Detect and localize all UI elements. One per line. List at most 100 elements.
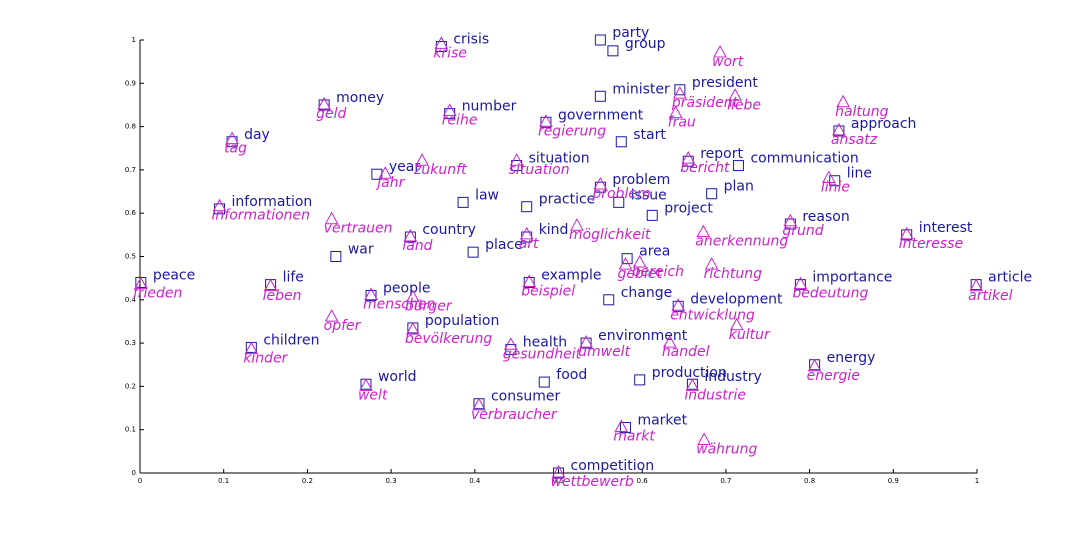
square-marker xyxy=(603,294,615,306)
square-marker xyxy=(706,188,718,200)
german-label: zukunft xyxy=(413,162,467,178)
triangle-marker xyxy=(522,274,537,287)
square-marker xyxy=(613,196,625,208)
english-label: start xyxy=(633,127,666,143)
triangle-marker xyxy=(728,88,742,101)
triangle-marker xyxy=(671,298,686,311)
triangle-marker xyxy=(822,170,836,184)
triangle-marker xyxy=(673,86,687,99)
triangle-marker xyxy=(729,317,744,331)
x-tick-label: 0.9 xyxy=(888,477,899,485)
german-label: welt xyxy=(358,387,388,403)
triangle-marker xyxy=(685,378,700,391)
y-tick-label: 0.5 xyxy=(125,253,136,261)
german-label: gesundheit xyxy=(503,346,582,362)
english-label: population xyxy=(425,313,500,329)
triangle-marker xyxy=(403,228,418,242)
german-label: land xyxy=(402,238,432,254)
english-label: article xyxy=(988,270,1032,286)
triangle-marker xyxy=(713,44,727,58)
triangle-marker xyxy=(697,432,711,446)
german-label: möglichkeit xyxy=(569,227,651,243)
x-tick-label: 0.2 xyxy=(302,477,313,485)
english-label: issue xyxy=(631,187,667,203)
english-label: kind xyxy=(539,222,569,238)
square-marker xyxy=(540,116,552,128)
german-label: entwicklung xyxy=(670,307,755,323)
german-label: währung xyxy=(696,442,757,458)
german-label: frau xyxy=(668,115,696,131)
german-label: richtung xyxy=(704,266,762,282)
triangle-marker xyxy=(324,309,339,322)
english-label: law xyxy=(475,187,499,203)
english-label: production xyxy=(652,365,727,381)
square-marker xyxy=(621,253,633,265)
german-label: tag xyxy=(224,141,247,157)
german-label: anerkennung xyxy=(695,234,788,250)
english-label: crisis xyxy=(453,31,489,47)
english-label: market xyxy=(637,413,687,429)
german-label: artikel xyxy=(968,288,1012,304)
triangle-marker xyxy=(551,464,566,478)
english-label: situation xyxy=(529,151,590,167)
english-label: information xyxy=(232,194,313,210)
triangle-marker xyxy=(668,105,683,119)
square-marker xyxy=(594,34,606,46)
square-marker xyxy=(901,229,913,241)
english-label: consumer xyxy=(491,389,561,405)
y-tick-label: 0 xyxy=(132,469,136,477)
english-label: development xyxy=(690,291,783,307)
square-marker xyxy=(467,246,479,258)
german-label: verbraucher xyxy=(471,407,558,423)
german-label: wettbewerb xyxy=(551,474,634,490)
x-tick-label: 0.1 xyxy=(218,477,229,485)
german-label: haltung xyxy=(835,104,889,120)
y-tick-label: 0.4 xyxy=(125,296,137,304)
triangle-marker xyxy=(472,397,486,411)
triangle-marker xyxy=(832,122,846,136)
english-label: minister xyxy=(612,81,670,97)
english-label: area xyxy=(639,244,670,260)
english-label: competition xyxy=(571,458,655,474)
triangle-marker xyxy=(614,419,629,433)
english-label: problem xyxy=(612,172,670,188)
english-label: life xyxy=(283,270,304,286)
english-label: country xyxy=(422,222,476,238)
triangle-marker xyxy=(593,177,608,190)
triangle-marker xyxy=(704,257,719,270)
triangle-marker xyxy=(539,114,553,127)
english-label: practice xyxy=(539,192,596,208)
x-tick-label: 0 xyxy=(138,477,142,485)
y-tick-label: 1 xyxy=(132,36,136,44)
english-label: plan xyxy=(724,179,754,195)
triangle-marker xyxy=(317,96,331,110)
english-label: report xyxy=(700,146,743,162)
german-label: frieden xyxy=(133,286,183,302)
english-label: money xyxy=(336,90,384,106)
triangle-marker xyxy=(364,287,378,300)
triangle-marker xyxy=(244,341,259,355)
square-marker xyxy=(674,84,686,96)
y-tick-label: 0.7 xyxy=(125,166,136,174)
triangle-marker xyxy=(519,226,534,240)
english-label: people xyxy=(383,280,430,296)
german-label: handel xyxy=(662,344,710,360)
triangle-marker xyxy=(212,198,227,212)
german-label: problem xyxy=(591,186,650,202)
english-label: industry xyxy=(704,369,761,385)
y-tick-label: 0.9 xyxy=(125,79,136,87)
german-label: wort xyxy=(712,54,744,70)
square-marker xyxy=(365,289,377,301)
triangle-marker xyxy=(442,103,457,116)
square-marker xyxy=(538,376,550,388)
square-marker xyxy=(521,201,533,213)
english-label: reason xyxy=(802,209,849,225)
triangle-marker xyxy=(503,337,518,350)
square-marker xyxy=(457,196,469,208)
square-marker xyxy=(732,160,744,172)
y-tick-label: 0.2 xyxy=(125,382,136,390)
german-label: gebiet xyxy=(617,266,662,282)
triangle-marker xyxy=(696,224,711,238)
german-label: krise xyxy=(433,45,467,61)
square-marker xyxy=(619,422,631,434)
